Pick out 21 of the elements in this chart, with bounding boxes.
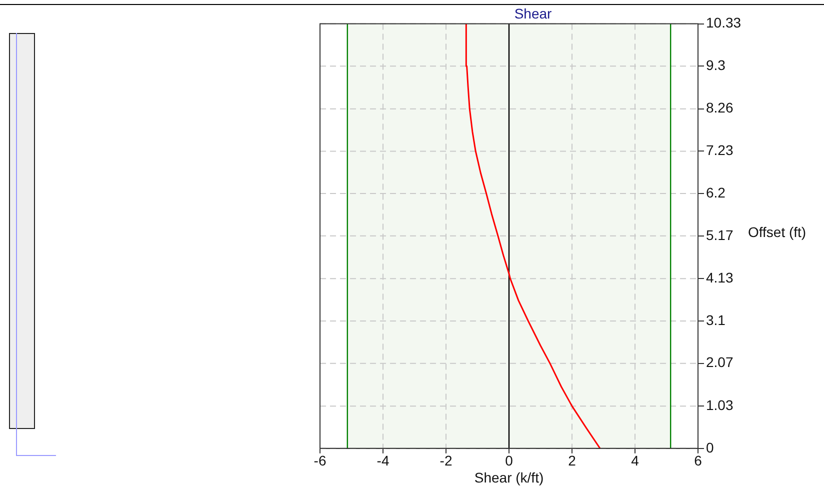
- y-tick-label: 8.26: [706, 100, 734, 116]
- x-axis-title: Shear (k/ft): [474, 469, 544, 486]
- y-tick-label: 5.17: [706, 226, 734, 243]
- x-tick-label: -2: [440, 452, 452, 469]
- y-tick-label: 4.13: [706, 270, 734, 286]
- x-tick-label: 6: [694, 452, 702, 469]
- x-tick-label: 0: [505, 452, 514, 469]
- y-tick-label: 2.07: [706, 354, 734, 370]
- y-tick-label: 10.33: [706, 14, 742, 31]
- y-tick-label: 7.23: [706, 142, 734, 158]
- y-tick-label: 0: [706, 439, 714, 456]
- y-tick-label: 9.3: [706, 56, 726, 73]
- x-tick-label: 4: [631, 452, 640, 469]
- x-tick-label: -4: [376, 452, 390, 469]
- chart-title: Shear: [514, 5, 552, 22]
- y-axis-title: Offset (ft): [748, 224, 806, 240]
- y-tick-label: 6.2: [706, 184, 726, 200]
- x-tick-label: -6: [314, 452, 326, 469]
- y-tick-label: 1.03: [706, 396, 734, 413]
- y-tick-label: 3.1: [706, 312, 726, 328]
- x-tick-label: 2: [568, 452, 576, 469]
